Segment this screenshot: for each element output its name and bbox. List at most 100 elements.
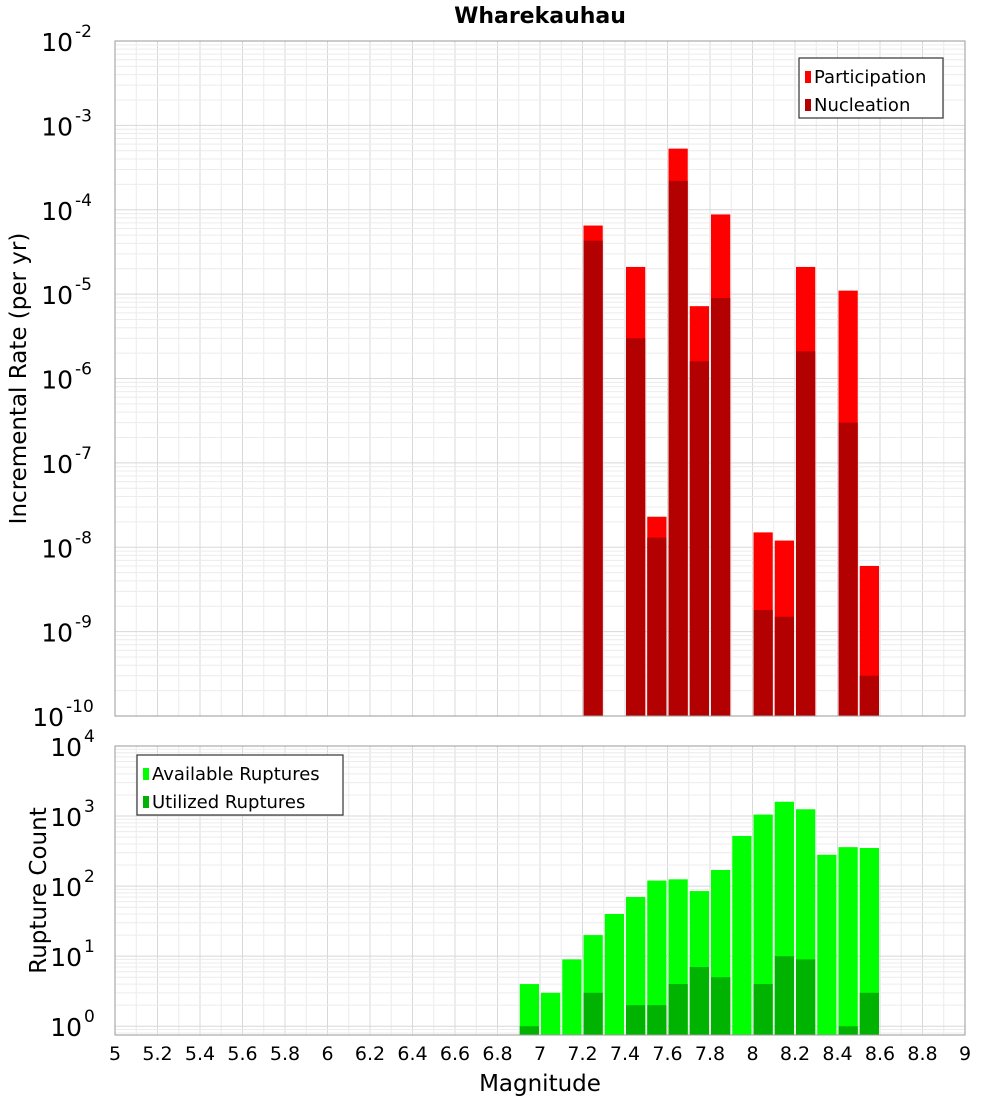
y-tick-base: 10 [41, 197, 73, 226]
y-tick-exponent: -7 [75, 444, 92, 464]
y-tick-exponent: 0 [84, 1007, 95, 1027]
bar-nucleation [689, 361, 709, 716]
bar-nucleation [626, 338, 646, 716]
bar-available-ruptures [732, 835, 752, 1035]
bar-utilized-ruptures [519, 1026, 539, 1035]
bar-utilized-ruptures [859, 992, 879, 1035]
y-tick-label: 10 -9 [41, 613, 92, 648]
x-tick-label: 6 [321, 1043, 333, 1065]
y-tick-exponent: 4 [84, 727, 95, 747]
legend-swatch [143, 768, 149, 780]
x-axis-title: Magnitude [479, 1071, 601, 1097]
y-tick-base: 10 [41, 619, 73, 648]
x-tick-label: 8.4 [822, 1043, 852, 1065]
bar-utilized-ruptures [796, 959, 816, 1035]
bar-available-ruptures [519, 984, 539, 1035]
y-tick-base: 10 [41, 366, 73, 395]
x-tick-label: 5.2 [142, 1043, 172, 1065]
y-tick-exponent: -8 [75, 528, 92, 548]
y-tick-base: 10 [41, 281, 73, 310]
bar-nucleation [583, 240, 603, 717]
y-tick-base: 10 [41, 112, 73, 141]
x-tick-label: 7.4 [610, 1043, 640, 1065]
x-tick-label: 6.4 [397, 1043, 427, 1065]
y-tick-label: 10 -7 [41, 444, 92, 479]
y-tick-label: 10 -6 [41, 360, 92, 395]
bar-available-ruptures [562, 959, 582, 1035]
x-tick-label: 6.2 [355, 1043, 385, 1065]
bar-nucleation [711, 297, 731, 716]
y-tick-label: 10 -3 [41, 106, 92, 141]
y-tick-base: 10 [50, 733, 82, 762]
y-tick-exponent: -3 [75, 106, 92, 126]
legend-entry: Nucleation [814, 95, 910, 116]
y-tick-label: 10 -8 [41, 528, 92, 563]
bar-utilized-ruptures [753, 984, 773, 1035]
bar-utilized-ruptures [668, 984, 688, 1035]
y-tick-label: 10 3 [50, 797, 95, 832]
y-tick-label: 10 -10 [32, 697, 94, 732]
bar-available-ruptures [626, 896, 646, 1035]
x-tick-label: 7 [534, 1043, 546, 1065]
bar-utilized-ruptures [583, 992, 603, 1035]
x-tick-label: 5.6 [227, 1043, 257, 1065]
legend-entry: Utilized Ruptures [152, 792, 305, 813]
y-tick-exponent: 1 [84, 937, 95, 957]
legend-entry: Participation [814, 67, 926, 88]
y-tick-exponent: 3 [84, 797, 95, 817]
bar-utilized-ruptures [774, 956, 794, 1035]
bar-nucleation [753, 610, 773, 716]
x-tick-label: 9 [959, 1043, 971, 1065]
y-axis-title: Incremental Rate (per yr) [6, 233, 32, 525]
x-tick-label: 5.8 [270, 1043, 300, 1065]
y-tick-label: 10 -4 [41, 191, 92, 226]
legend: Available Ruptures Utilized Ruptures [136, 754, 344, 816]
y-axis-title: Rupture Count [26, 807, 52, 973]
bar-nucleation [796, 351, 816, 716]
y-tick-exponent: -6 [75, 360, 92, 380]
plot-frame [114, 745, 966, 1036]
y-tick-base: 10 [50, 943, 82, 972]
x-tick-label: 5.4 [185, 1043, 215, 1065]
y-tick-label: 10 1 [50, 937, 95, 972]
legend-swatch [143, 796, 149, 808]
y-tick-base: 10 [41, 450, 73, 479]
y-tick-exponent: -9 [75, 613, 92, 633]
y-tick-exponent: -10 [66, 697, 94, 717]
y-tick-base: 10 [41, 534, 73, 563]
x-tick-label: 8.8 [907, 1043, 937, 1065]
y-tick-exponent: -5 [75, 275, 92, 295]
y-tick-base: 10 [50, 803, 82, 832]
bar-utilized-ruptures [647, 1005, 667, 1035]
bar-utilized-ruptures [689, 967, 709, 1035]
bar-utilized-ruptures [838, 1026, 858, 1035]
y-tick-base: 10 [41, 28, 73, 57]
x-tick-label: 6.6 [440, 1043, 470, 1065]
x-tick-label: 8 [746, 1043, 758, 1065]
y-tick-exponent: -4 [75, 191, 92, 211]
bar-nucleation [668, 180, 688, 716]
legend-box [136, 754, 344, 816]
bar-available-ruptures [541, 992, 561, 1035]
bar-available-ruptures [859, 848, 879, 1035]
legend-swatch [805, 99, 811, 111]
y-tick-base: 10 [50, 873, 82, 902]
x-tick-label: 6.8 [482, 1043, 512, 1065]
x-tick-label: 7.6 [652, 1043, 682, 1065]
legend-entry: Available Ruptures [152, 764, 320, 785]
x-tick-label: 5 [109, 1043, 121, 1065]
bar-available-ruptures [753, 814, 773, 1035]
bar-available-ruptures [604, 914, 624, 1035]
bar-nucleation [774, 616, 794, 716]
legend-swatch [805, 71, 811, 83]
x-tick-label: 8.6 [865, 1043, 895, 1065]
bar-utilized-ruptures [626, 1005, 646, 1035]
bar-available-ruptures [838, 847, 858, 1035]
x-tick-label: 7.8 [695, 1043, 725, 1065]
y-tick-label: 10 2 [50, 867, 95, 902]
bar-utilized-ruptures [711, 977, 731, 1035]
